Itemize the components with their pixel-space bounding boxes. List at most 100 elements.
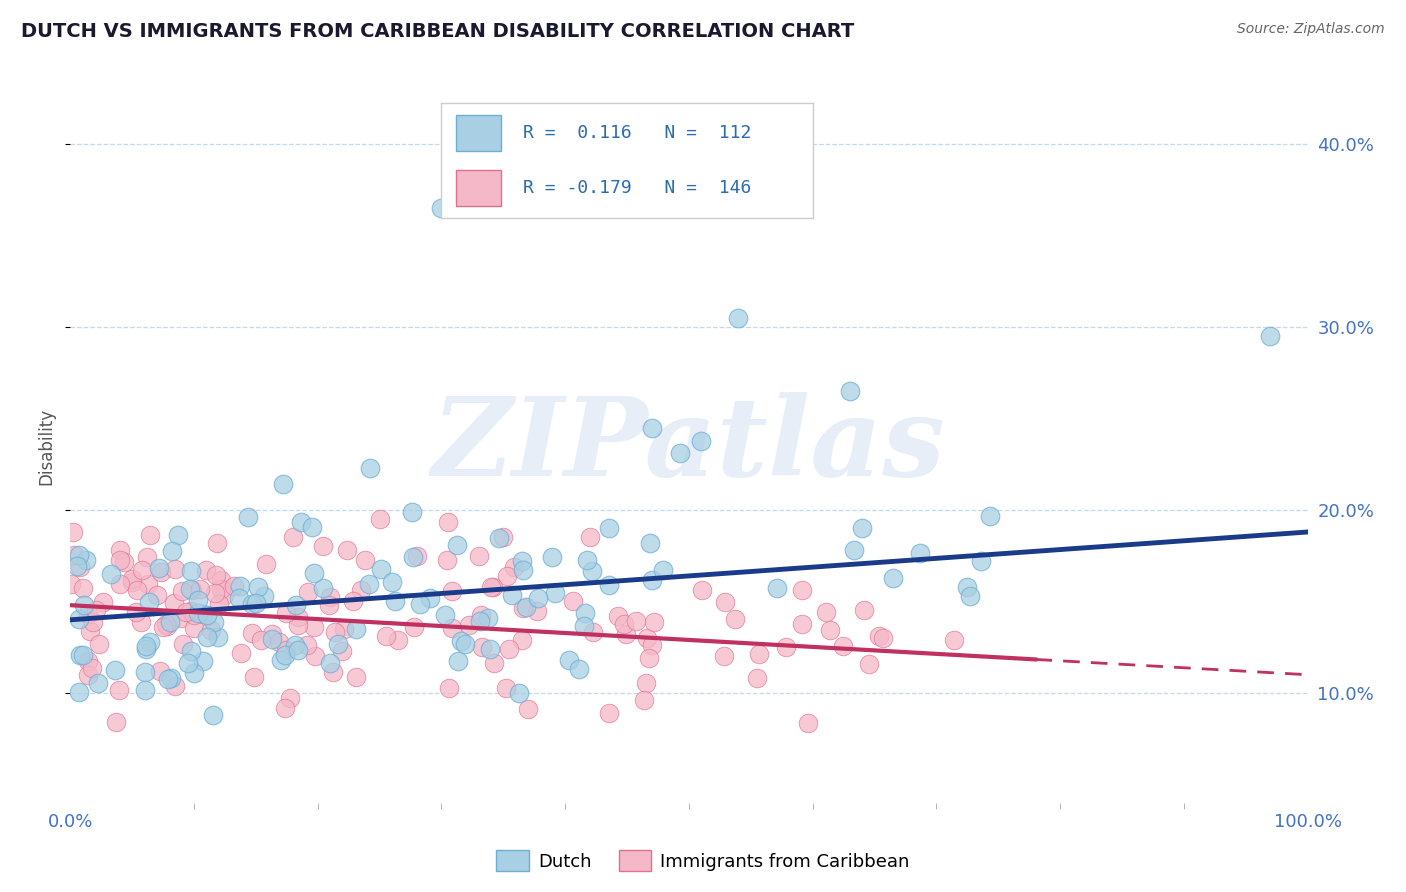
Point xyxy=(67,612,90,626)
Point xyxy=(501,588,523,602)
Point xyxy=(482,580,505,594)
Point xyxy=(169,611,191,625)
Point xyxy=(495,681,517,696)
Point xyxy=(135,639,157,653)
Point xyxy=(541,549,564,564)
Point xyxy=(136,577,159,591)
Point xyxy=(246,580,269,594)
Point xyxy=(832,640,855,654)
Point xyxy=(156,619,179,633)
Point xyxy=(287,609,309,624)
Point xyxy=(256,558,278,572)
Point xyxy=(640,638,662,652)
Point xyxy=(381,575,404,590)
Text: DUTCH VS IMMIGRANTS FROM CARIBBEAN DISABILITY CORRELATION CHART: DUTCH VS IMMIGRANTS FROM CARIBBEAN DISAB… xyxy=(21,22,855,41)
Point xyxy=(270,652,292,666)
Point xyxy=(240,625,263,640)
Point xyxy=(250,633,273,648)
Point xyxy=(544,586,567,600)
Point xyxy=(87,637,110,651)
Point xyxy=(868,629,890,643)
Point xyxy=(402,550,425,565)
Point xyxy=(60,577,83,591)
Point xyxy=(180,644,202,658)
Point xyxy=(163,596,186,610)
Point xyxy=(375,628,398,642)
Point xyxy=(135,642,157,657)
Point xyxy=(72,581,94,595)
Point xyxy=(882,571,904,585)
Point xyxy=(166,528,188,542)
Point xyxy=(387,632,409,647)
Point xyxy=(209,582,232,596)
Point xyxy=(110,576,132,591)
Point xyxy=(148,560,170,574)
Point xyxy=(574,619,596,633)
Point xyxy=(69,648,91,662)
Legend: Dutch, Immigrants from Caribbean: Dutch, Immigrants from Caribbean xyxy=(489,843,917,879)
Point xyxy=(714,595,737,609)
Point xyxy=(238,509,260,524)
Point xyxy=(748,647,770,661)
Point xyxy=(510,553,533,567)
Point xyxy=(713,649,735,664)
Point xyxy=(328,637,350,651)
Point xyxy=(852,603,875,617)
Point xyxy=(274,648,297,662)
Point xyxy=(129,615,152,630)
Point xyxy=(458,618,481,632)
Point xyxy=(159,615,181,629)
Point xyxy=(330,644,353,658)
Point xyxy=(195,630,218,644)
Point xyxy=(204,585,226,599)
Point xyxy=(643,615,665,629)
Point xyxy=(181,583,204,598)
Point xyxy=(201,707,224,722)
Point xyxy=(284,639,307,653)
Point xyxy=(441,583,464,598)
Point xyxy=(446,538,468,552)
Point xyxy=(138,528,160,542)
Point xyxy=(575,553,598,567)
Point xyxy=(797,716,820,731)
Point xyxy=(512,563,534,577)
Point xyxy=(441,621,464,635)
Point xyxy=(508,686,530,700)
Point xyxy=(527,591,550,605)
Point xyxy=(568,662,591,676)
Point xyxy=(637,651,659,665)
Point xyxy=(312,581,335,595)
Point xyxy=(73,598,96,612)
Point xyxy=(187,607,209,621)
Point xyxy=(297,584,319,599)
Point xyxy=(165,679,187,693)
Point xyxy=(160,672,183,686)
Point xyxy=(260,632,283,647)
Point xyxy=(484,656,506,670)
Point xyxy=(970,554,993,568)
Point xyxy=(176,656,198,670)
Point xyxy=(838,384,860,398)
Point xyxy=(598,578,620,592)
Point xyxy=(479,580,502,594)
Point xyxy=(430,201,453,215)
Point xyxy=(104,663,127,677)
Point xyxy=(125,605,148,619)
Point xyxy=(454,637,477,651)
Point xyxy=(75,553,97,567)
Point xyxy=(344,623,367,637)
Point xyxy=(433,608,456,623)
Point xyxy=(641,573,664,587)
Point xyxy=(447,654,470,668)
Point xyxy=(336,543,359,558)
Point xyxy=(471,640,494,654)
Point xyxy=(579,531,602,545)
Point xyxy=(79,624,101,639)
Point xyxy=(562,594,585,608)
Point xyxy=(222,579,245,593)
Point xyxy=(107,683,129,698)
Point xyxy=(271,477,294,491)
Y-axis label: Disability: Disability xyxy=(37,408,55,484)
Point xyxy=(401,504,423,518)
Point xyxy=(668,446,690,460)
